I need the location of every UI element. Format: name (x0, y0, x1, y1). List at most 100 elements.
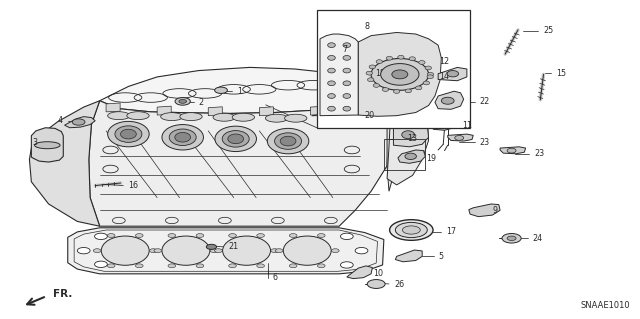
Text: 12: 12 (439, 57, 449, 66)
Ellipse shape (442, 97, 454, 104)
Ellipse shape (120, 129, 136, 139)
Text: 4: 4 (58, 116, 63, 125)
Text: 18: 18 (375, 69, 385, 78)
Ellipse shape (232, 113, 255, 121)
Text: 14: 14 (439, 72, 449, 81)
Text: SNAAE1010: SNAAE1010 (580, 301, 630, 310)
Ellipse shape (215, 126, 257, 152)
Ellipse shape (419, 61, 425, 64)
Polygon shape (358, 33, 442, 116)
Ellipse shape (405, 89, 412, 93)
Text: 5: 5 (439, 252, 444, 261)
Ellipse shape (127, 112, 149, 120)
Ellipse shape (210, 249, 218, 253)
Text: 3: 3 (32, 137, 37, 146)
Text: 17: 17 (447, 227, 456, 236)
Ellipse shape (428, 72, 434, 76)
Polygon shape (106, 103, 120, 112)
Ellipse shape (369, 65, 376, 69)
Ellipse shape (397, 55, 404, 59)
Ellipse shape (394, 90, 400, 93)
Ellipse shape (343, 43, 351, 48)
Ellipse shape (343, 93, 351, 98)
Polygon shape (347, 266, 372, 278)
Text: 8: 8 (365, 22, 370, 31)
Ellipse shape (502, 234, 521, 243)
Text: 2: 2 (198, 98, 204, 107)
Polygon shape (435, 91, 464, 109)
Ellipse shape (108, 112, 130, 120)
Ellipse shape (223, 236, 271, 265)
Bar (317, 10, 470, 128)
Ellipse shape (386, 56, 392, 60)
Text: 26: 26 (394, 279, 404, 288)
Ellipse shape (392, 70, 408, 79)
Ellipse shape (168, 264, 175, 268)
Ellipse shape (447, 70, 459, 77)
Ellipse shape (328, 93, 335, 98)
Text: 7: 7 (342, 45, 348, 55)
Ellipse shape (289, 234, 297, 237)
Ellipse shape (289, 264, 297, 268)
Text: 25: 25 (543, 26, 554, 35)
Text: 23: 23 (534, 149, 545, 158)
Ellipse shape (268, 128, 309, 154)
Ellipse shape (150, 249, 157, 253)
Text: 19: 19 (426, 154, 436, 163)
Polygon shape (448, 134, 473, 141)
Ellipse shape (317, 264, 325, 268)
Text: 23: 23 (479, 137, 490, 146)
Polygon shape (31, 128, 63, 162)
Ellipse shape (72, 119, 85, 125)
Polygon shape (394, 122, 429, 147)
Ellipse shape (343, 68, 351, 73)
Ellipse shape (154, 249, 162, 253)
Ellipse shape (228, 264, 236, 268)
Ellipse shape (328, 68, 335, 73)
Ellipse shape (340, 233, 353, 240)
Text: FR.: FR. (53, 288, 72, 299)
Polygon shape (445, 96, 470, 105)
Polygon shape (65, 117, 95, 128)
Ellipse shape (213, 113, 236, 121)
Ellipse shape (332, 249, 339, 253)
Ellipse shape (285, 114, 307, 122)
Bar (384, 138, 426, 170)
Ellipse shape (161, 113, 183, 121)
Ellipse shape (371, 58, 429, 90)
Ellipse shape (423, 81, 429, 85)
Polygon shape (29, 101, 100, 226)
Ellipse shape (179, 100, 186, 103)
Text: 21: 21 (228, 242, 238, 251)
Ellipse shape (409, 57, 415, 61)
Ellipse shape (367, 78, 374, 82)
Ellipse shape (376, 60, 383, 63)
Ellipse shape (405, 153, 417, 160)
Ellipse shape (275, 133, 301, 149)
Ellipse shape (175, 132, 191, 142)
Ellipse shape (228, 134, 244, 144)
Ellipse shape (196, 264, 204, 268)
Ellipse shape (196, 234, 204, 237)
Ellipse shape (169, 129, 196, 145)
Ellipse shape (206, 244, 216, 249)
Ellipse shape (507, 236, 516, 241)
Ellipse shape (507, 148, 516, 153)
Ellipse shape (175, 98, 190, 105)
Ellipse shape (101, 236, 149, 265)
Ellipse shape (317, 234, 325, 237)
Text: 15: 15 (556, 69, 566, 78)
Polygon shape (100, 67, 397, 114)
Ellipse shape (343, 56, 351, 60)
Polygon shape (68, 228, 384, 274)
Ellipse shape (367, 279, 385, 288)
Polygon shape (89, 93, 390, 226)
Ellipse shape (355, 248, 368, 254)
Polygon shape (310, 106, 324, 115)
Polygon shape (438, 67, 467, 81)
Ellipse shape (228, 234, 236, 237)
Ellipse shape (343, 81, 351, 86)
Polygon shape (468, 204, 500, 217)
Text: 13: 13 (407, 134, 417, 143)
Polygon shape (320, 34, 358, 116)
